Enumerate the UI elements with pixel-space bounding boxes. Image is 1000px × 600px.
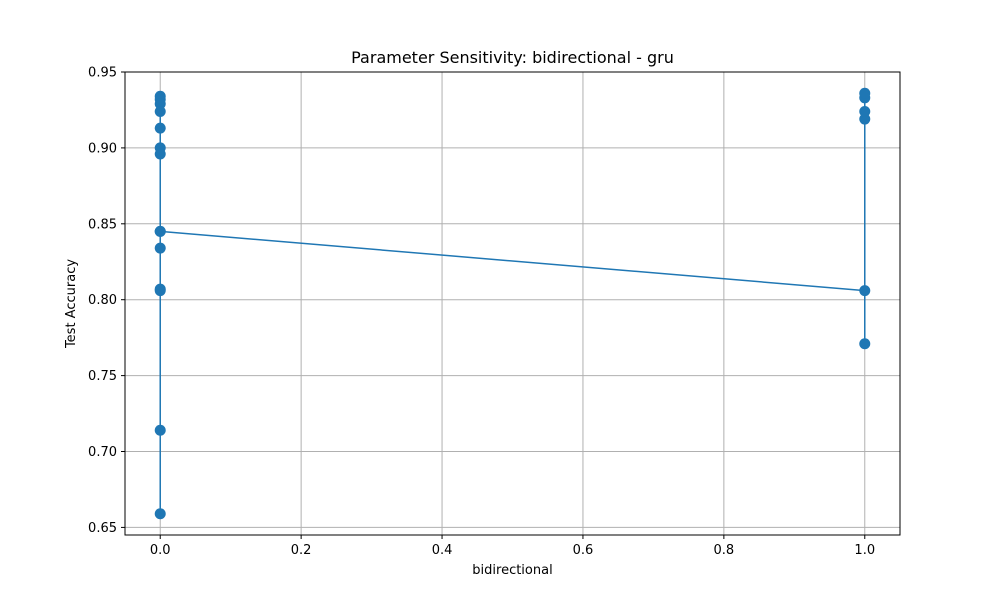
data-point [154, 122, 166, 134]
data-point [154, 424, 166, 436]
data-point [859, 113, 871, 125]
y-tick-label: 0.90 [88, 141, 117, 156]
y-tick-label: 0.85 [88, 217, 117, 232]
y-tick-label: 0.95 [88, 66, 117, 81]
data-point [154, 242, 166, 254]
y-tick-label: 0.80 [88, 293, 117, 308]
y-axis-label: Test Accuracy [64, 259, 79, 349]
x-tick-label: 1.0 [854, 543, 875, 558]
data-point [154, 225, 166, 237]
ticks: 0.0 0.2 0.4 0.6 0.8 1.0 0.65 0.70 0.75 0.80 0.85 0.… [88, 66, 875, 559]
x-tick-label: 0.2 [291, 543, 312, 558]
data-point [154, 98, 166, 110]
data-point [154, 148, 166, 160]
y-tick-label: 0.65 [88, 521, 117, 536]
grid [125, 71, 900, 535]
data-point [154, 105, 166, 117]
chart-title: Parameter Sensitivity: bidirectional - g… [351, 48, 674, 67]
data-point [154, 508, 166, 520]
y-tick-label: 0.70 [88, 445, 117, 460]
data-point [859, 105, 871, 117]
data-point [859, 338, 871, 350]
y-tick-label: 0.75 [88, 369, 117, 384]
data-point [859, 87, 871, 99]
axes-frame [124, 71, 901, 536]
x-tick-label: 0.0 [150, 543, 171, 558]
x-tick-label: 0.8 [714, 543, 735, 558]
data-point [859, 285, 871, 297]
data-point [154, 285, 166, 297]
x-axis-label: bidirectional [472, 563, 552, 578]
x-tick-label: 0.6 [573, 543, 594, 558]
x-tick-label: 0.4 [432, 543, 453, 558]
series-layer [154, 87, 871, 520]
